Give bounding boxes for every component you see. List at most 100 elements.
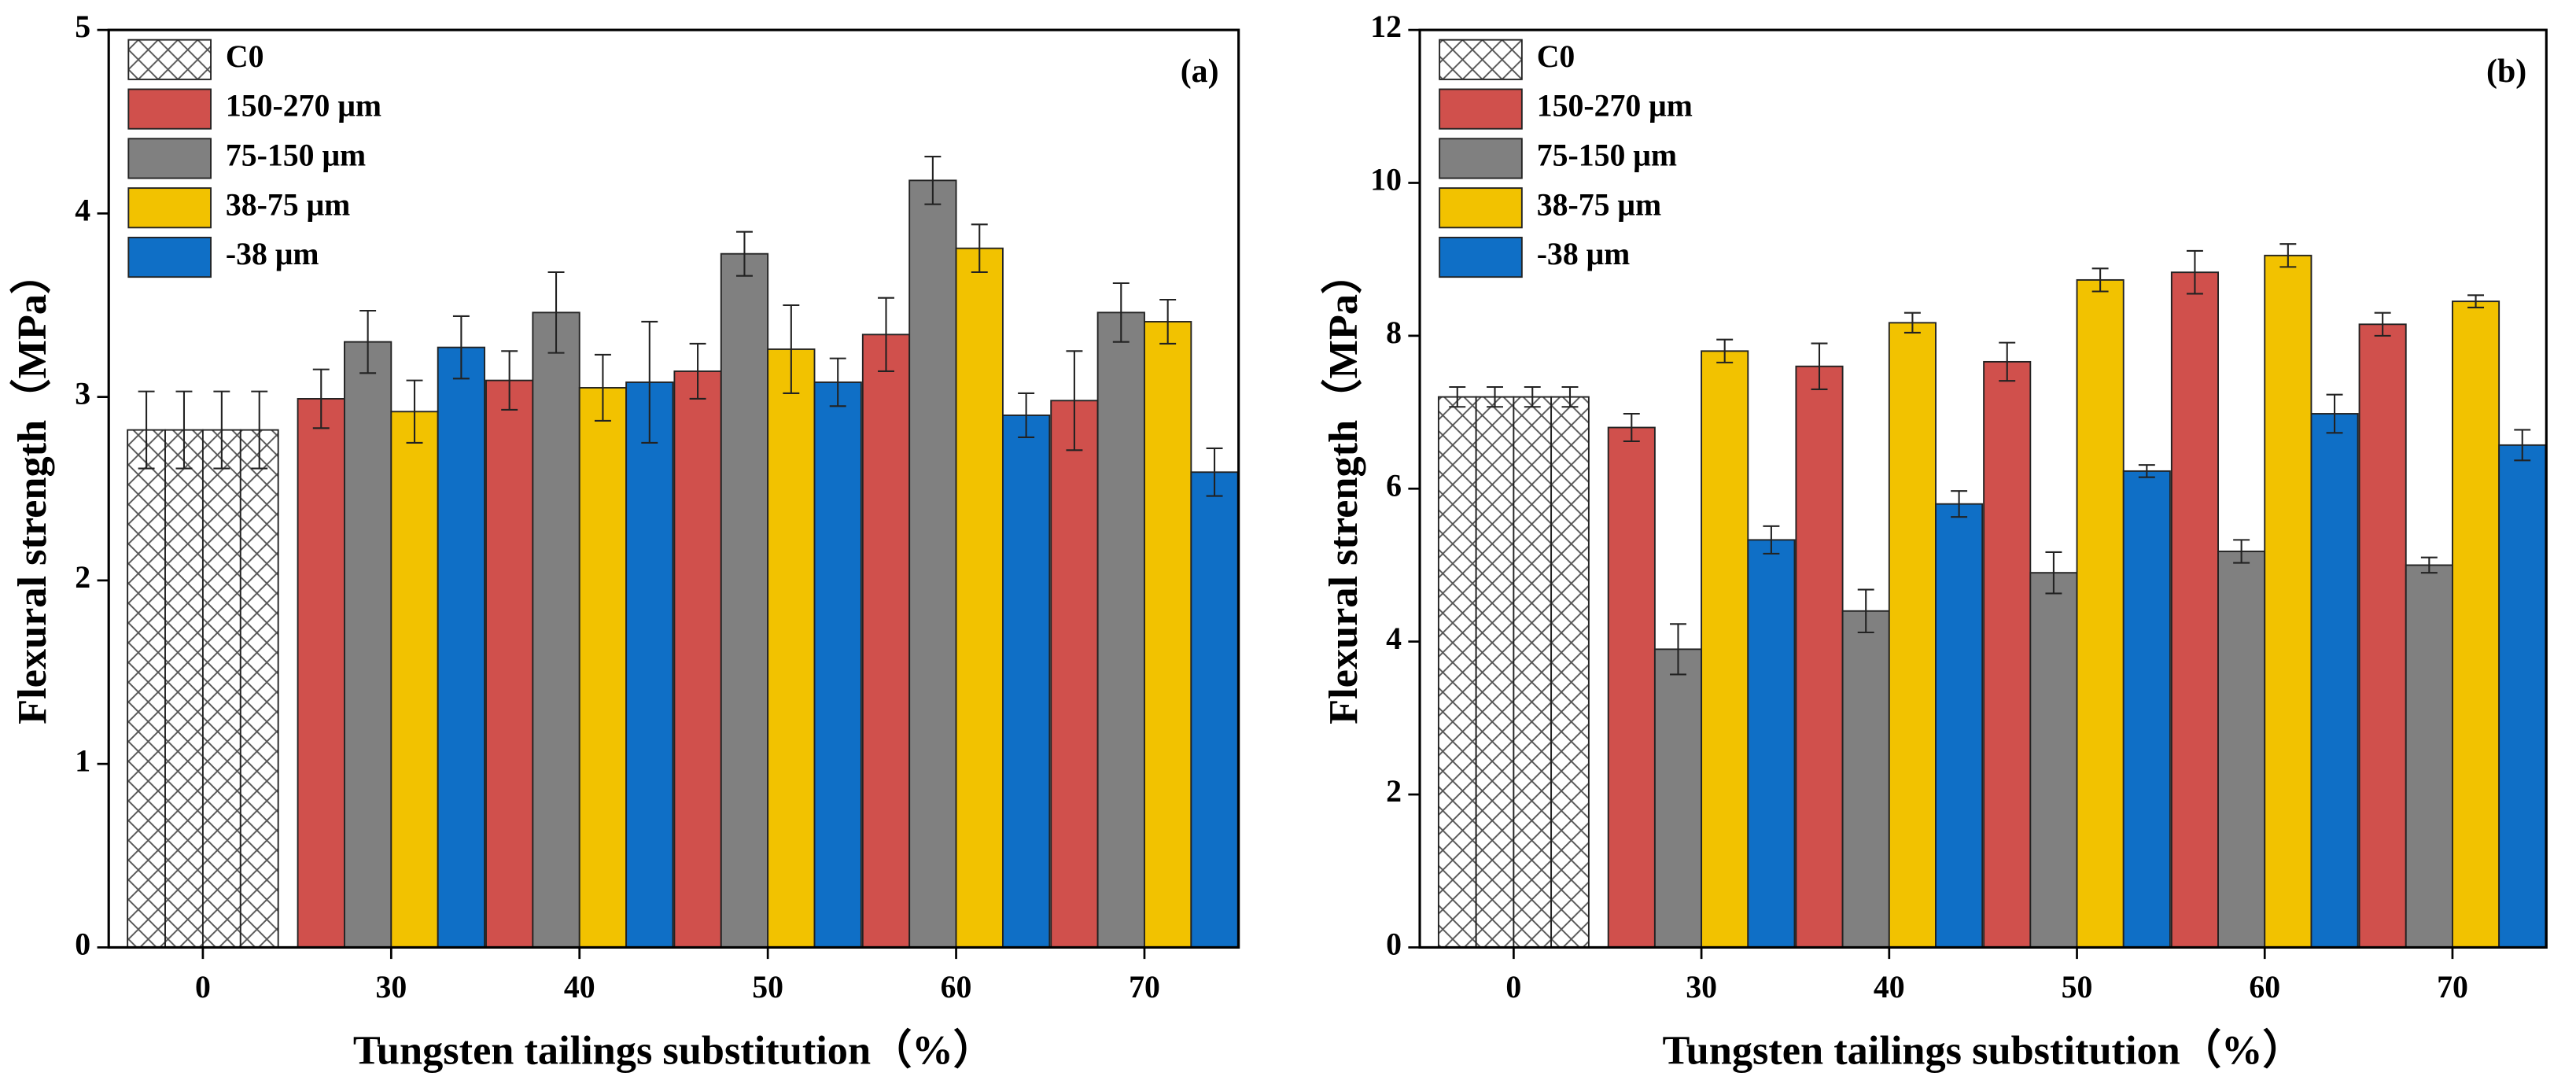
error-bar: [2186, 249, 2203, 295]
error-bar: [2420, 556, 2438, 574]
error-bar: [735, 230, 753, 277]
y-tick-label: 10: [1370, 163, 1402, 197]
bar: [390, 411, 439, 949]
bar: [344, 341, 392, 949]
bar: [2076, 278, 2125, 949]
legend-swatch: [1439, 187, 1523, 229]
bar: [908, 179, 957, 949]
bar: [1795, 365, 1844, 949]
x-tick-label: 70: [2437, 970, 2468, 1004]
y-tick-label: 2: [1386, 774, 1402, 809]
legend-label: 38-75 μm: [226, 187, 350, 222]
legend-swatch: [1439, 39, 1523, 80]
legend-swatch: [127, 236, 212, 278]
bar: [1550, 396, 1590, 949]
bar: [1935, 503, 1984, 949]
error-bar: [2374, 311, 2391, 337]
bar: [1001, 415, 1051, 949]
bar: [2217, 551, 2266, 949]
bar: [1701, 350, 1749, 949]
bar: [2264, 254, 2313, 949]
bar: [201, 429, 241, 949]
error-bar: [501, 350, 518, 411]
x-tick-label: 0: [195, 970, 211, 1004]
error-bar: [783, 304, 800, 395]
error-bar: [1449, 385, 1466, 408]
y-axis-label: Flexural strength（MPa）: [1321, 253, 1366, 724]
legend-swatch: [127, 39, 212, 80]
bar: [1841, 610, 1890, 949]
y-axis-label: Flexural strength（MPa）: [9, 253, 55, 724]
bar: [2122, 470, 2171, 949]
x-axis-label: Tungsten tailings substitution（%）: [1663, 1028, 2304, 1074]
bar: [1607, 426, 1656, 949]
x-tick-label: 30: [375, 970, 407, 1004]
error-bar: [1018, 392, 1035, 438]
bar: [437, 346, 486, 949]
error-bar: [2514, 429, 2531, 462]
x-tick-label: 40: [1874, 970, 1905, 1004]
bar: [127, 429, 166, 949]
legend-swatch: [127, 138, 212, 179]
bar: [578, 387, 628, 949]
x-tick-label: 50: [2062, 970, 2093, 1004]
bar: [2170, 271, 2219, 949]
x-tick-label: 60: [2249, 970, 2280, 1004]
error-bar: [1623, 412, 1640, 443]
plot-frame: [107, 28, 1240, 949]
bar: [2498, 444, 2547, 949]
bar: [1747, 539, 1796, 949]
error-bar: [1524, 385, 1541, 408]
y-tick-label: 0: [1386, 927, 1402, 962]
error-bar: [312, 368, 330, 429]
bar: [2310, 413, 2359, 949]
x-tick-label: 0: [1505, 970, 1521, 1004]
error-bar: [1066, 350, 1083, 452]
bar: [239, 429, 279, 949]
error-bar: [1999, 341, 2016, 382]
error-bar: [1811, 342, 1828, 390]
error-bar: [251, 390, 268, 470]
bar: [955, 247, 1004, 949]
error-bar: [1951, 490, 1968, 518]
bar: [1475, 396, 1515, 949]
bar: [532, 311, 580, 949]
bar: [861, 334, 911, 949]
error-bar: [2233, 539, 2250, 564]
x-tick-label: 70: [1129, 970, 1160, 1004]
error-bar: [2138, 464, 2155, 478]
error-bar: [1561, 385, 1579, 408]
legend-label: -38 μm: [226, 237, 319, 271]
y-tick-label: 0: [75, 927, 90, 962]
bar: [2452, 300, 2500, 949]
error-bar: [1206, 447, 1223, 497]
error-bar: [2279, 243, 2297, 268]
error-bar: [1716, 338, 1734, 363]
bar: [1050, 400, 1099, 949]
bar: [1144, 321, 1192, 949]
bar: [1983, 360, 2032, 949]
bar: [1096, 311, 1145, 949]
error-bar: [1159, 298, 1177, 345]
x-tick-label: 40: [564, 970, 595, 1004]
error-bar: [1487, 385, 1503, 408]
bar: [625, 381, 674, 949]
error-bar: [2467, 294, 2485, 308]
error-bar: [1903, 311, 1921, 334]
error-bar: [1112, 282, 1130, 343]
legend-swatch: [127, 88, 212, 130]
bar: [2029, 572, 2078, 949]
bar: [1513, 396, 1553, 949]
x-tick-label: 50: [752, 970, 783, 1004]
plot-frame: [1418, 28, 2548, 949]
error-bar: [452, 315, 470, 380]
legend-label: 75-150 μm: [226, 138, 366, 173]
legend-label: C0: [1537, 39, 1575, 74]
legend-label: 150-270 μm: [1537, 89, 1693, 123]
bar: [1190, 471, 1239, 949]
legend-swatch: [1439, 138, 1523, 179]
y-tick-label: 6: [1386, 468, 1402, 503]
error-bar: [406, 379, 423, 444]
y-tick-label: 5: [75, 9, 90, 44]
legend-label: 75-150 μm: [1537, 138, 1677, 173]
